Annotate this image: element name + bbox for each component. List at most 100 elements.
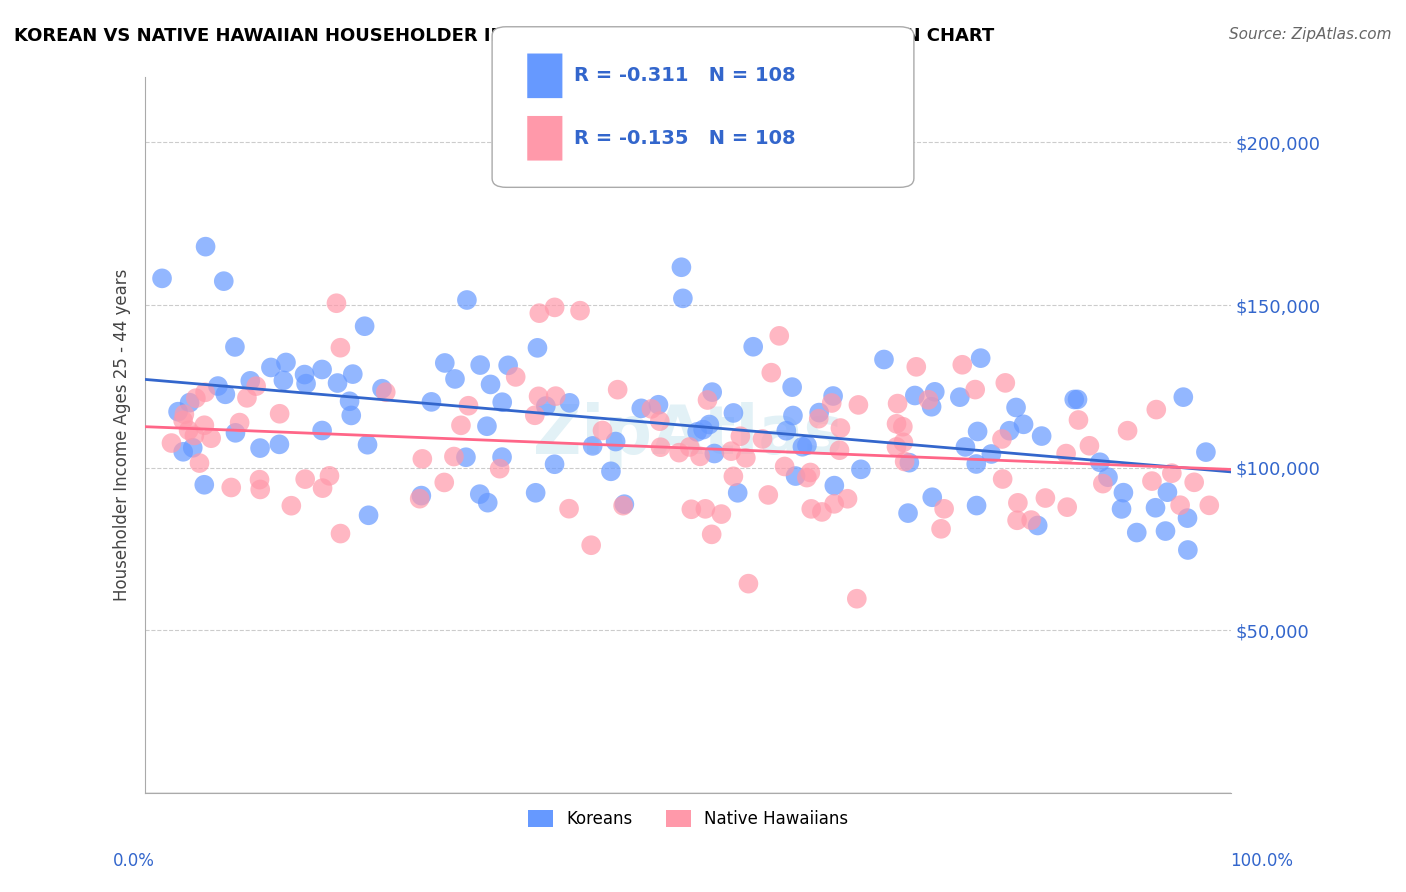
Native Hawaiians: [994, 376, 1017, 390]
Koreans: [703, 446, 725, 460]
Native Hawaiians: [845, 591, 868, 606]
Native Hawaiians: [488, 461, 510, 475]
Native Hawaiians: [1019, 513, 1042, 527]
Native Hawaiians: [848, 398, 870, 412]
Native Hawaiians: [891, 419, 914, 434]
Text: R = -0.135   N = 108: R = -0.135 N = 108: [574, 128, 796, 148]
Koreans: [1156, 485, 1178, 500]
Native Hawaiians: [678, 440, 700, 454]
Koreans: [311, 362, 333, 376]
Native Hawaiians: [188, 456, 211, 470]
Koreans: [558, 396, 581, 410]
Native Hawaiians: [695, 501, 717, 516]
Native Hawaiians: [796, 470, 818, 484]
Native Hawaiians: [761, 366, 783, 380]
Native Hawaiians: [700, 527, 723, 541]
Koreans: [167, 405, 190, 419]
Native Hawaiians: [950, 358, 973, 372]
Native Hawaiians: [1140, 474, 1163, 488]
Native Hawaiians: [734, 450, 756, 465]
Native Hawaiians: [1078, 439, 1101, 453]
Koreans: [454, 450, 477, 465]
Native Hawaiians: [756, 488, 779, 502]
Native Hawaiians: [544, 389, 567, 403]
Native Hawaiians: [579, 538, 602, 552]
Native Hawaiians: [374, 385, 396, 400]
Koreans: [311, 424, 333, 438]
Koreans: [823, 478, 845, 492]
Koreans: [477, 496, 499, 510]
Native Hawaiians: [543, 301, 565, 315]
Koreans: [475, 419, 498, 434]
Koreans: [600, 464, 623, 478]
Native Hawaiians: [800, 501, 823, 516]
Native Hawaiians: [280, 499, 302, 513]
Koreans: [849, 462, 872, 476]
Koreans: [356, 438, 378, 452]
Koreans: [686, 425, 709, 439]
Koreans: [1088, 455, 1111, 469]
Native Hawaiians: [668, 445, 690, 459]
Native Hawaiians: [1182, 475, 1205, 490]
Koreans: [534, 399, 557, 413]
Native Hawaiians: [329, 526, 352, 541]
Native Hawaiians: [648, 414, 671, 428]
Koreans: [1177, 511, 1199, 525]
Native Hawaiians: [886, 396, 908, 410]
Native Hawaiians: [917, 392, 939, 407]
Koreans: [1195, 445, 1218, 459]
Koreans: [1154, 524, 1177, 538]
Koreans: [479, 377, 502, 392]
Koreans: [224, 340, 246, 354]
Koreans: [723, 406, 745, 420]
Koreans: [224, 425, 246, 440]
Text: 100.0%: 100.0%: [1230, 852, 1294, 870]
Native Hawaiians: [932, 501, 955, 516]
Native Hawaiians: [1054, 446, 1077, 460]
Native Hawaiians: [965, 383, 987, 397]
Native Hawaiians: [219, 481, 242, 495]
Koreans: [411, 489, 433, 503]
Native Hawaiians: [1160, 466, 1182, 480]
Koreans: [212, 274, 235, 288]
Native Hawaiians: [318, 468, 340, 483]
Koreans: [1031, 429, 1053, 443]
Koreans: [630, 401, 652, 416]
Native Hawaiians: [325, 296, 347, 310]
Koreans: [239, 374, 262, 388]
Koreans: [295, 376, 318, 391]
Koreans: [921, 400, 943, 414]
Text: 0.0%: 0.0%: [112, 852, 155, 870]
Native Hawaiians: [236, 391, 259, 405]
Koreans: [727, 485, 749, 500]
Koreans: [699, 417, 721, 432]
Native Hawaiians: [768, 329, 790, 343]
Native Hawaiians: [249, 483, 271, 497]
Native Hawaiians: [457, 399, 479, 413]
Koreans: [898, 456, 921, 470]
Native Hawaiians: [200, 431, 222, 445]
Native Hawaiians: [681, 502, 703, 516]
Native Hawaiians: [450, 418, 472, 433]
Koreans: [172, 444, 194, 458]
Native Hawaiians: [893, 435, 915, 450]
Native Hawaiians: [710, 507, 733, 521]
Native Hawaiians: [1035, 491, 1057, 505]
Native Hawaiians: [606, 383, 628, 397]
Koreans: [582, 439, 605, 453]
Native Hawaiians: [1198, 499, 1220, 513]
Koreans: [491, 395, 513, 409]
Native Hawaiians: [1144, 402, 1167, 417]
Native Hawaiians: [408, 491, 430, 506]
Native Hawaiians: [245, 379, 267, 393]
Native Hawaiians: [1005, 513, 1028, 527]
Koreans: [780, 380, 803, 394]
Koreans: [692, 423, 714, 437]
Koreans: [207, 379, 229, 393]
Text: R = -0.311   N = 108: R = -0.311 N = 108: [574, 66, 796, 86]
Koreans: [1066, 392, 1088, 407]
Native Hawaiians: [828, 443, 851, 458]
Koreans: [150, 271, 173, 285]
Native Hawaiians: [443, 450, 465, 464]
Koreans: [274, 355, 297, 369]
